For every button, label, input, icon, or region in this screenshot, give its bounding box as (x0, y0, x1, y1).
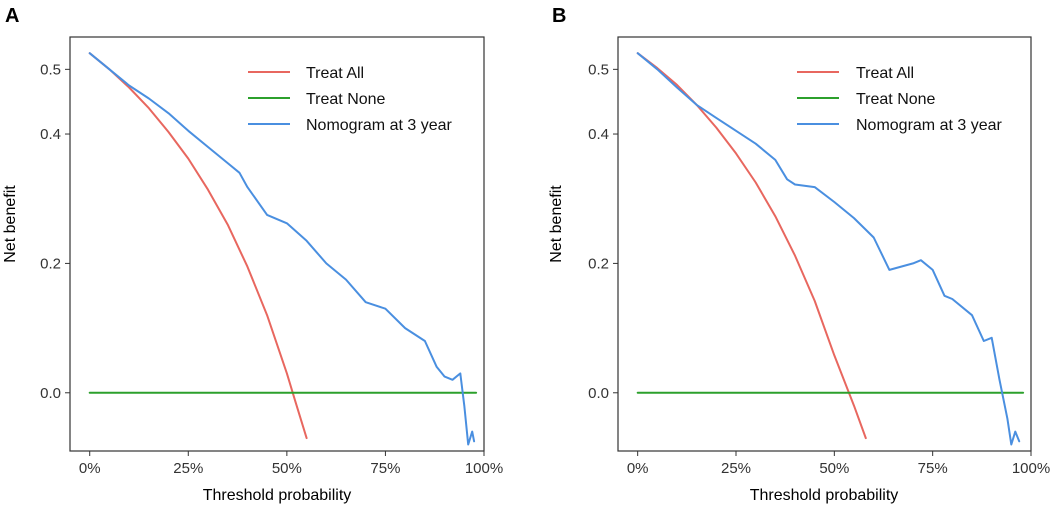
panel-a-series-nomogram-at-3-year (88, 52, 476, 446)
panel-b-y-tick-label: 0.5 (588, 61, 609, 78)
panel-b-series (636, 52, 1025, 446)
panel-a-x-tick-label: 0% (79, 460, 101, 477)
panel-b-y-axis-title: Net benefit (548, 185, 565, 263)
panel-a-series-treat-all (88, 52, 308, 440)
panel-b-plot-frame (617, 36, 1032, 452)
panel-a-y-axis-title: Net benefit (2, 185, 19, 263)
panel-b-x-tick-label: 25% (721, 460, 751, 477)
panel-b-x-axis-title: Threshold probability (750, 487, 899, 504)
panel-b-letter: B (552, 5, 566, 27)
panel-a-y-ticks: 0.0 0.2 0.4 0.5 (40, 61, 70, 402)
panel-b-y-tick-label: 0.0 (588, 385, 609, 402)
panel-a-y-tick-label: 0.0 (40, 385, 61, 402)
panel-a-legend: Treat All Treat None Nomogram at 3 year (248, 65, 453, 134)
panel-a-y-tick-label: 0.4 (40, 126, 61, 143)
panel-b-x-tick-label: 50% (819, 460, 849, 477)
panel-b-legend-label-treat-all: Treat All (856, 65, 914, 82)
panel-b-series-treat-all (636, 52, 867, 440)
panel-b-legend-label-nomogram-at-3-year: Nomogram at 3 year (856, 117, 1003, 134)
panel-b-series-nomogram-at-3-year (636, 52, 1021, 446)
panel-b-y-tick-label: 0.2 (588, 255, 609, 272)
panel-a-x-tick-label: 75% (370, 460, 400, 477)
panel-a-y-tick-label: 0.2 (40, 255, 61, 272)
panel-a-legend-label-nomogram-at-3-year: Nomogram at 3 year (306, 117, 453, 134)
panel-a-x-tick-label: 100% (465, 460, 503, 477)
panel-a: A Threshold probability Net benefit 0% 25… (2, 5, 503, 504)
panel-a-y-tick-label: 0.5 (40, 61, 61, 78)
panel-b: B Threshold probability Net benefit 0% 25… (548, 5, 1050, 504)
panel-a-letter: A (5, 5, 19, 27)
panel-a-x-tick-label: 25% (173, 460, 203, 477)
panel-b-x-tick-label: 100% (1012, 460, 1050, 477)
panel-b-y-ticks: 0.0 0.2 0.4 0.5 (588, 61, 618, 402)
panel-b-x-tick-label: 75% (918, 460, 948, 477)
panel-a-x-ticks: 0% 25% 50% 75% 100% (79, 451, 503, 477)
panel-a-plot-frame (69, 36, 485, 452)
panel-a-legend-label-treat-none: Treat None (306, 91, 386, 108)
panel-a-legend-label-treat-all: Treat All (306, 65, 364, 82)
panel-b-x-tick-label: 0% (627, 460, 649, 477)
panel-a-x-tick-label: 50% (272, 460, 302, 477)
panel-b-x-ticks: 0% 25% 50% 75% 100% (627, 451, 1050, 477)
panel-b-legend-label-treat-none: Treat None (856, 91, 936, 108)
panel-b-legend: Treat All Treat None Nomogram at 3 year (797, 65, 1003, 134)
panel-b-y-tick-label: 0.4 (588, 126, 609, 143)
panel-a-series (88, 52, 478, 446)
panel-a-x-axis-title: Threshold probability (203, 487, 352, 504)
